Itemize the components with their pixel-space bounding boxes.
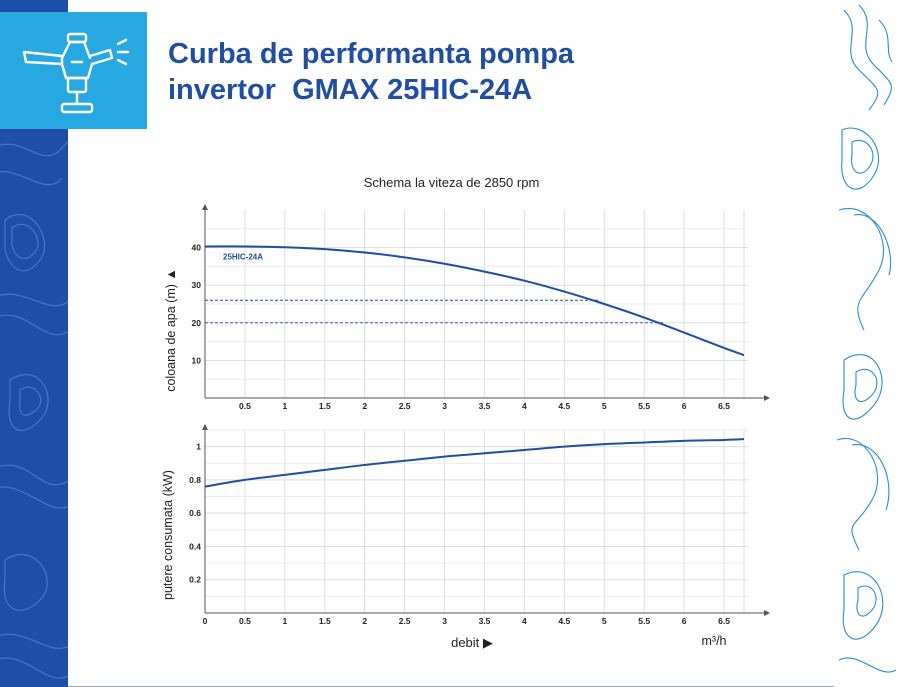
x-tick-label-0-5: 3: [442, 401, 447, 411]
y-tick-label-0-0: 10: [192, 355, 202, 365]
y-axis-arrow-0: [202, 204, 208, 210]
x-tick-label-0-7: 4: [522, 401, 527, 411]
sprinkler-icon: [22, 32, 130, 114]
contour-pattern-left: [0, 140, 68, 679]
x-tick-label-1-11: 5.5: [638, 616, 650, 626]
x-tick-label-1-7: 3.5: [479, 616, 491, 626]
x-tick-label-0-10: 5.5: [638, 401, 650, 411]
x-tick-label-0-3: 2: [362, 401, 367, 411]
contour-pattern-right: [836, 4, 897, 673]
x-tick-label-1-12: 6: [682, 616, 687, 626]
page-title: Curba de performanta pompa invertor GMAX…: [168, 36, 728, 108]
series-line-0-0: [204, 245, 745, 357]
x-tick-label-1-6: 3: [442, 616, 447, 626]
title-line-2: invertor GMAX 25HIC-24A: [168, 74, 533, 106]
y-axis-arrow-1: [202, 424, 208, 430]
chart-title-0: Schema la viteza de 2850 rpm: [364, 175, 540, 190]
x-tick-label-1-4: 2: [362, 616, 367, 626]
y-tick-label-1-4: 1: [196, 442, 201, 452]
y-tick-label-1-3: 0.8: [189, 475, 201, 485]
x-tick-label-0-0: 0.5: [239, 401, 251, 411]
x-axis-arrow-1: [764, 610, 770, 616]
y-tick-label-1-0: 0.2: [189, 575, 201, 585]
x-tick-label-1-5: 2.5: [399, 616, 411, 626]
series-label-0-0: 25HIC-24A: [223, 252, 263, 261]
x-tick-label-0-11: 6: [682, 401, 687, 411]
x-axis-label-1: debit ▶: [451, 635, 493, 650]
x-tick-label-1-3: 1.5: [319, 616, 331, 626]
x-tick-label-0-8: 4.5: [558, 401, 570, 411]
x-tick-label-1-1: 0.5: [239, 616, 251, 626]
x-tick-label-0-4: 2.5: [399, 401, 411, 411]
y-axis-label-1: putere consumata (kW): [161, 470, 175, 600]
title-line-1: Curba de performanta pompa: [168, 38, 575, 70]
x-tick-label-0-9: 5: [602, 401, 607, 411]
x-tick-label-1-2: 1: [282, 616, 287, 626]
x-axis-unit-1: m³/h: [702, 634, 727, 648]
x-tick-label-1-0: 0: [203, 616, 208, 626]
x-tick-label-1-9: 4.5: [558, 616, 570, 626]
x-tick-label-0-12: 6.5: [718, 401, 730, 411]
y-tick-label-1-1: 0.4: [189, 541, 201, 551]
right-decorative-band: [834, 0, 900, 687]
x-tick-label-1-8: 4: [522, 616, 527, 626]
x-tick-label-0-2: 1.5: [319, 401, 331, 411]
x-tick-label-0-1: 1: [282, 401, 287, 411]
x-tick-label-1-10: 5: [602, 616, 607, 626]
y-axis-label-0: coloana de apa (m) ▲: [164, 268, 178, 392]
logo-tile: [0, 12, 147, 129]
y-tick-label-0-2: 30: [192, 280, 202, 290]
x-tick-label-0-6: 3.5: [479, 401, 491, 411]
series-line-1-0: [204, 438, 745, 488]
y-tick-label-0-1: 20: [192, 318, 202, 328]
y-tick-label-0-3: 40: [192, 243, 202, 253]
x-tick-label-1-13: 6.5: [718, 616, 730, 626]
x-axis-arrow-0: [764, 395, 770, 401]
y-tick-label-1-2: 0.6: [189, 508, 201, 518]
